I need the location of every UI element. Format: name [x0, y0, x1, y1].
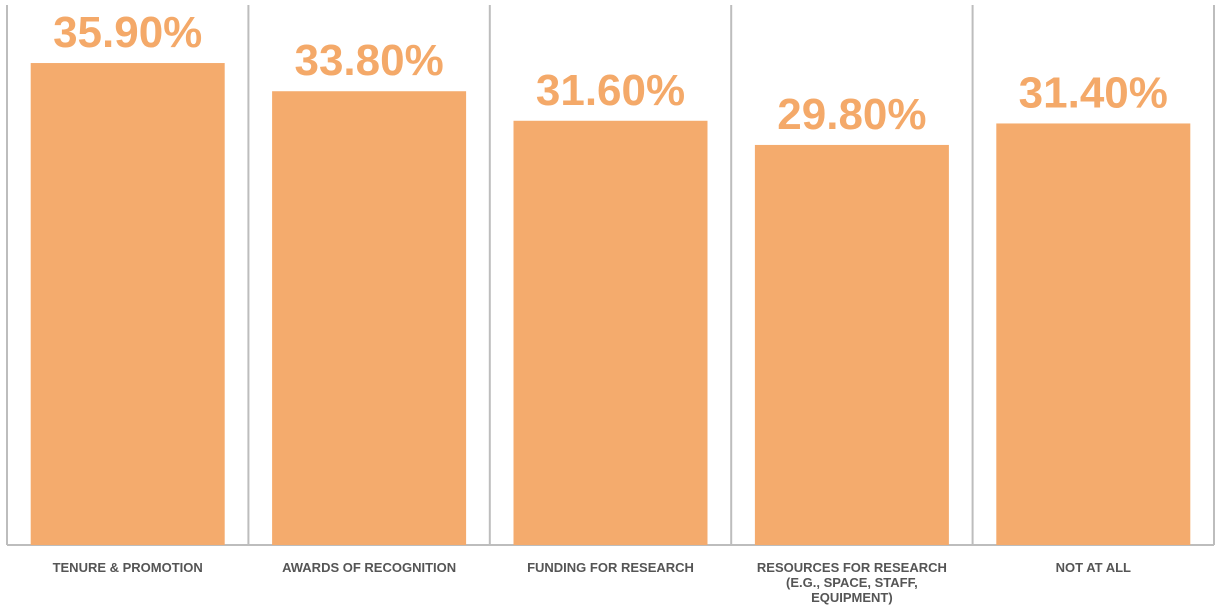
value-label: 35.90% — [53, 8, 202, 57]
value-label: 29.80% — [777, 90, 926, 139]
bar — [754, 144, 949, 545]
x-tick-label: FUNDING FOR RESEARCH — [527, 560, 694, 575]
x-tick-label: RESOURCES FOR RESEARCH (E.G., SPACE, STA… — [756, 560, 947, 605]
value-label: 31.60% — [536, 66, 685, 115]
bar — [513, 120, 708, 546]
x-tick-label: NOT AT ALL — [1055, 560, 1131, 575]
bar — [996, 123, 1191, 545]
bar — [272, 91, 467, 546]
value-label: 33.80% — [294, 36, 443, 85]
x-tick-label: TENURE & PROMOTION — [52, 560, 203, 575]
x-tick-label: AWARDS OF RECOGNITION — [282, 560, 457, 575]
value-label: 31.40% — [1019, 68, 1168, 117]
bar — [30, 63, 225, 545]
